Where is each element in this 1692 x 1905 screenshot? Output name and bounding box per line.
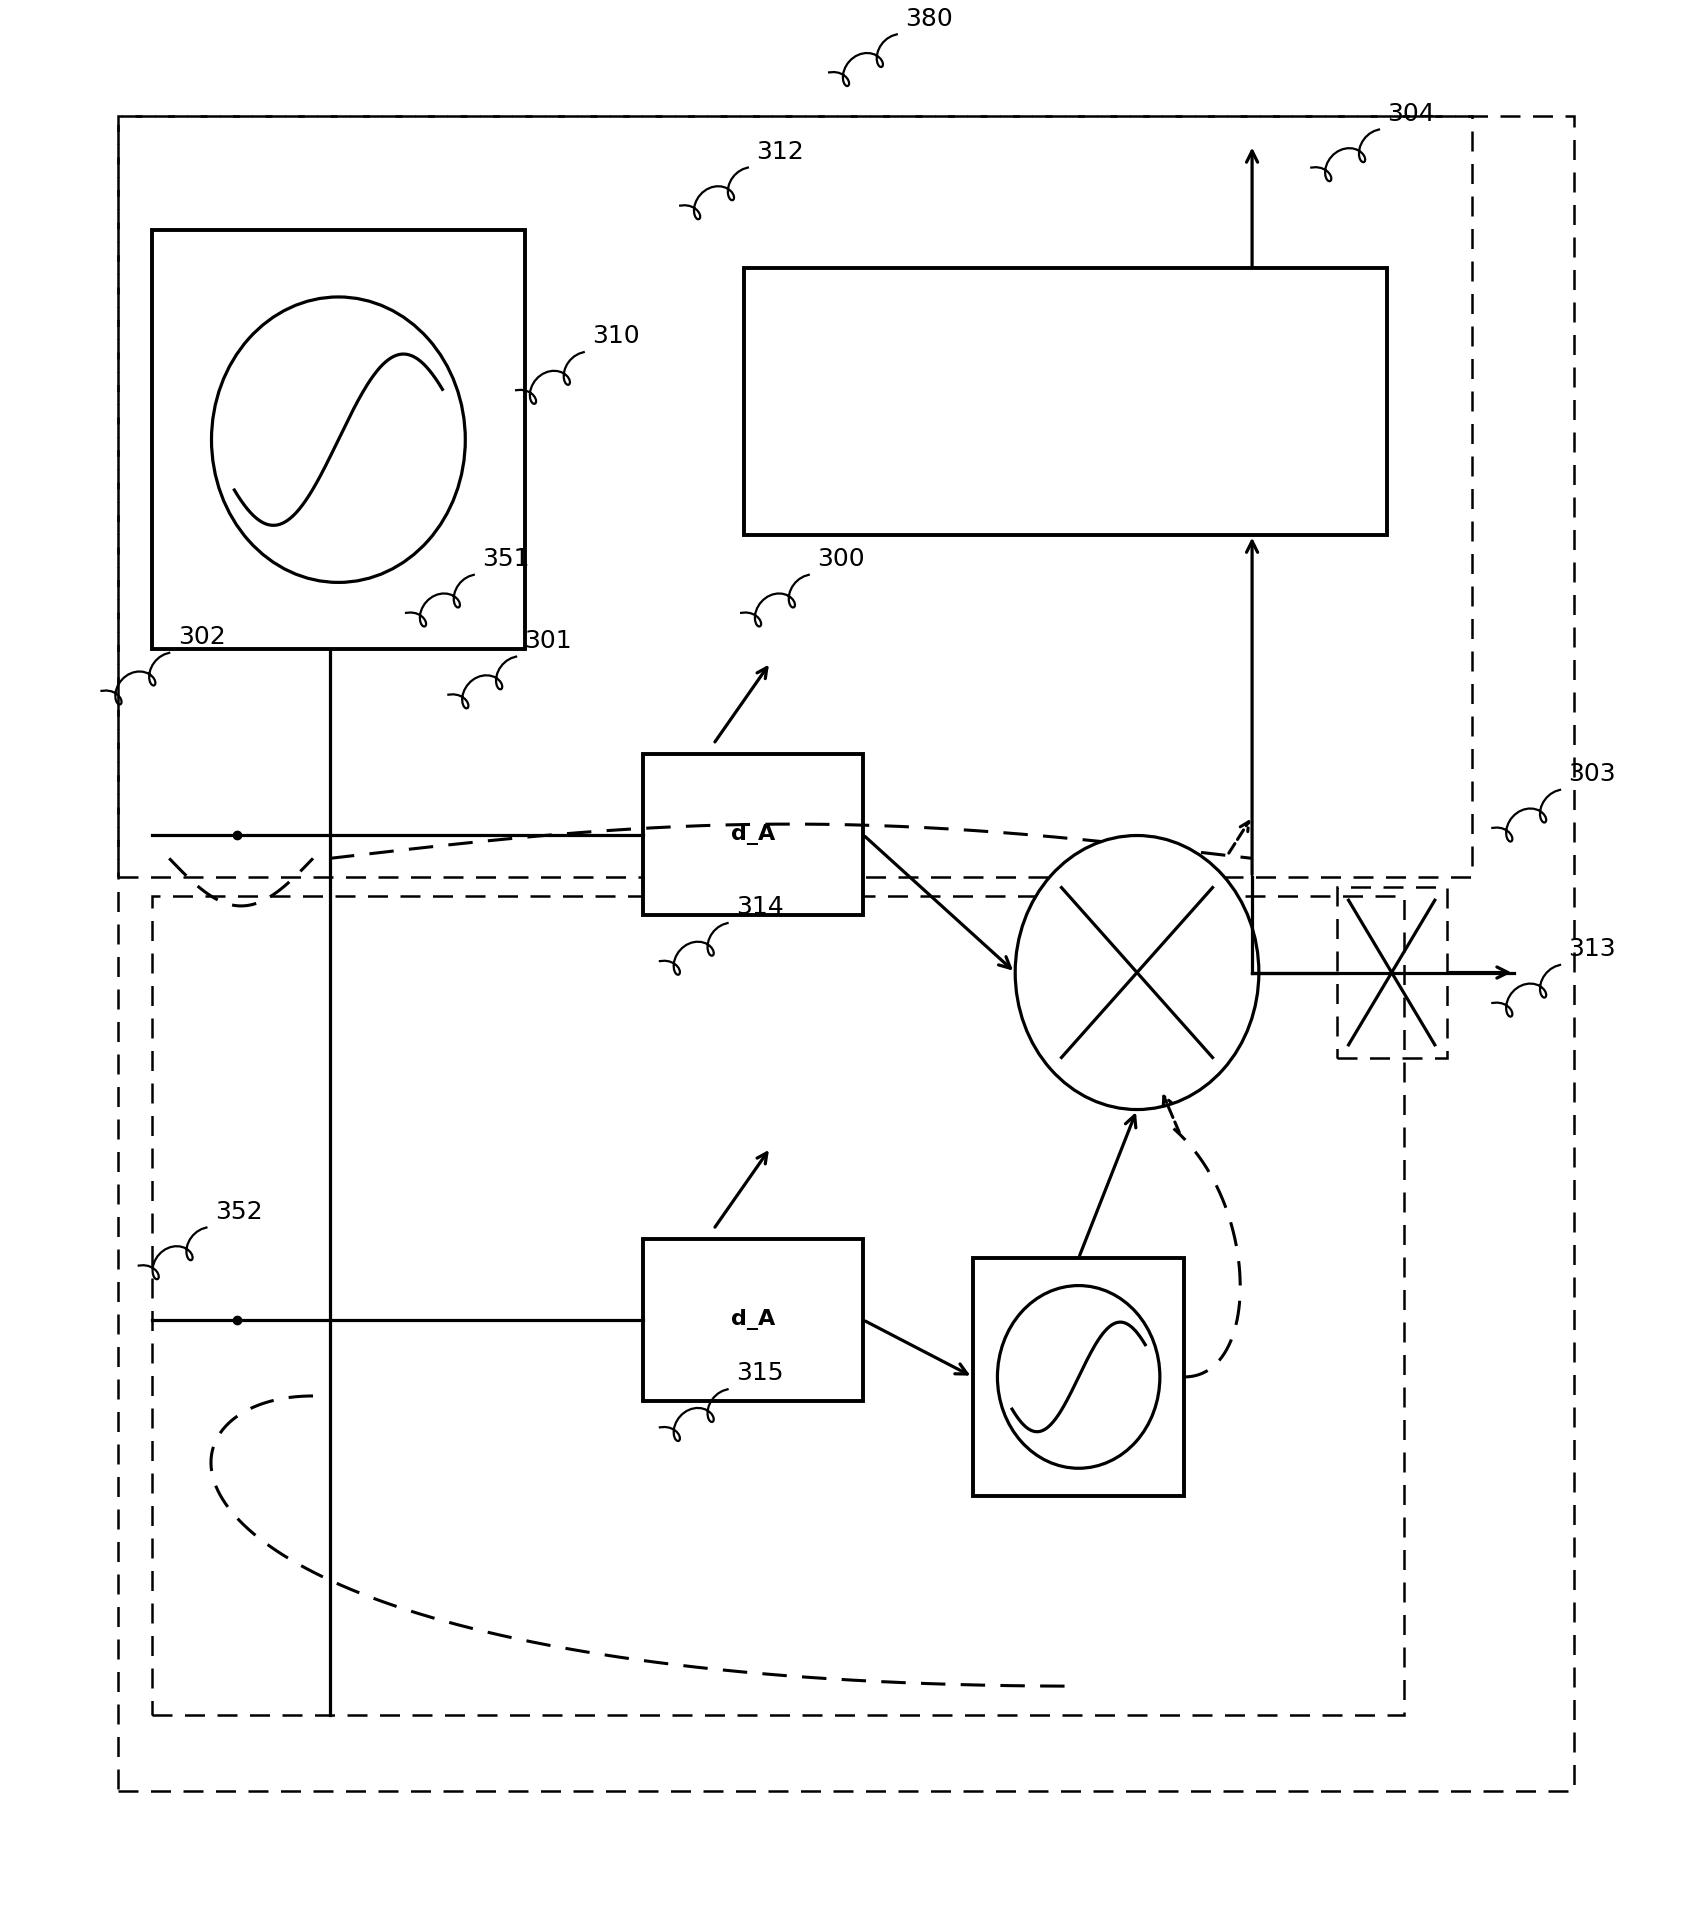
Bar [118, 116, 1472, 878]
Bar [643, 754, 863, 916]
Text: 351: 351 [482, 547, 530, 572]
Circle shape [212, 297, 465, 583]
Text: 304: 304 [1387, 101, 1435, 126]
Bar [744, 269, 1387, 535]
Bar [643, 1238, 863, 1400]
Circle shape [997, 1286, 1159, 1469]
Text: d_A: d_A [731, 825, 775, 846]
Text: 352: 352 [215, 1200, 262, 1223]
Text: 314: 314 [736, 895, 783, 920]
Text: 312: 312 [756, 139, 804, 164]
Bar [152, 897, 1404, 1714]
Text: 302: 302 [178, 625, 225, 650]
Text: 380: 380 [905, 6, 953, 30]
Bar [152, 231, 525, 650]
Text: 301: 301 [525, 629, 572, 653]
Text: d_A: d_A [731, 1309, 775, 1330]
Text: 310: 310 [592, 324, 640, 349]
Text: 300: 300 [817, 547, 865, 572]
Bar [1337, 888, 1447, 1057]
Text: 303: 303 [1568, 762, 1616, 787]
Text: 315: 315 [736, 1362, 783, 1385]
Text: 313: 313 [1568, 937, 1616, 962]
Bar [118, 116, 1574, 1791]
Circle shape [1015, 836, 1259, 1109]
Bar [973, 1257, 1184, 1495]
